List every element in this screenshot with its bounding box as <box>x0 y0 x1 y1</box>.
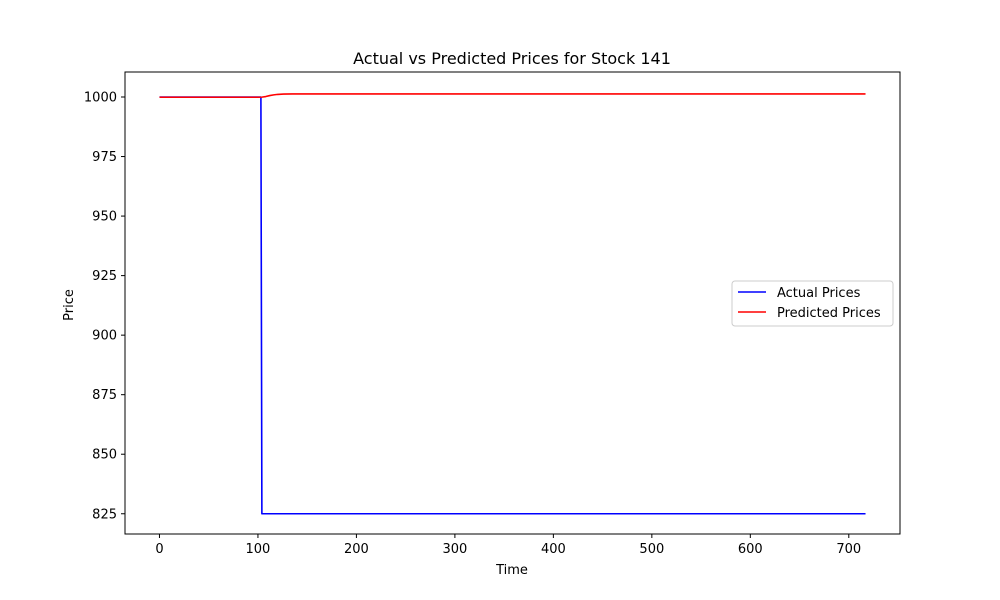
y-tick-label: 825 <box>92 507 117 522</box>
y-tick-label: 975 <box>92 150 117 165</box>
legend: Actual Prices Predicted Prices <box>731 280 894 327</box>
y-tick-label: 1000 <box>84 91 117 106</box>
x-tick-label: 600 <box>738 542 763 557</box>
x-tick-label: 100 <box>246 542 271 557</box>
x-tick-label: 200 <box>344 542 369 557</box>
y-tick-label: 850 <box>92 448 117 463</box>
legend-label: Predicted Prices <box>777 306 881 321</box>
x-tick-label: 0 <box>155 542 163 557</box>
x-axis-label: Time <box>495 563 528 578</box>
y-tick-label: 925 <box>92 269 117 284</box>
legend-box <box>731 280 894 327</box>
y-tick-label: 900 <box>92 329 117 344</box>
y-tick-label: 950 <box>92 210 117 225</box>
x-tick-label: 400 <box>541 542 566 557</box>
x-tick-label: 700 <box>836 542 861 557</box>
x-tick-label: 300 <box>442 542 467 557</box>
x-tick-label: 500 <box>639 542 664 557</box>
y-tick-label: 875 <box>92 388 117 403</box>
series-line-predicted-prices <box>159 93 866 99</box>
plot-frame <box>124 71 901 535</box>
legend-label: Actual Prices <box>777 286 861 301</box>
y-axis-label: Price <box>62 289 77 321</box>
plot-area: 0 100 200 300 400 500 600 700 825 850 875 900 925 950… <box>84 71 901 557</box>
chart-title: Actual vs Predicted Prices for Stock 141 <box>353 49 671 68</box>
